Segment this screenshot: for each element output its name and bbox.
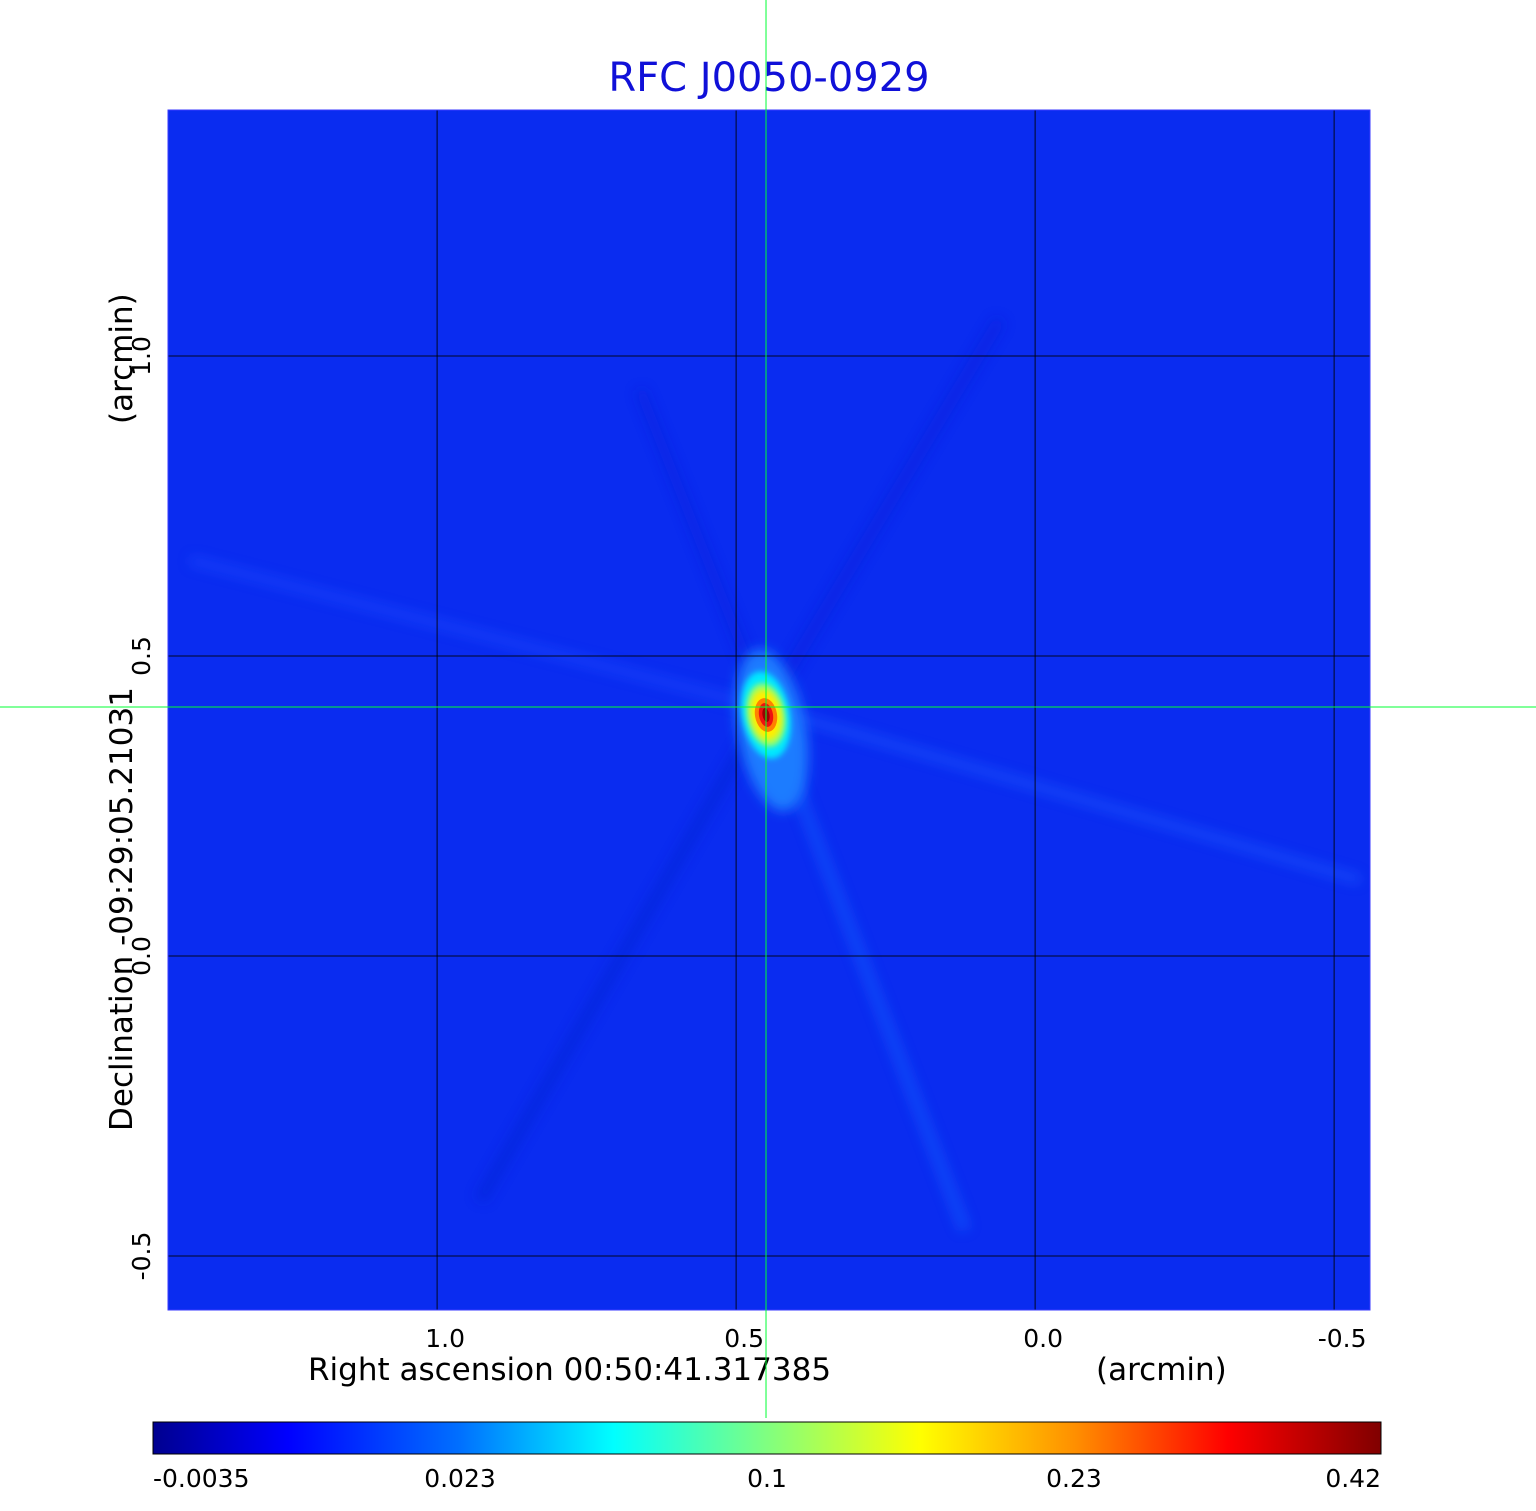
y-tick-label: 0.0 xyxy=(127,936,156,976)
y-axis-label: Declination -09:29:05.21031 xyxy=(104,687,140,1131)
chart-title: RFC J0050-0929 xyxy=(608,55,929,101)
y-gridlines xyxy=(168,355,1370,1257)
y-tick-label: -0.5 xyxy=(127,1232,156,1281)
colorbar-gradient xyxy=(152,1421,1382,1455)
x-tick-label: -0.5 xyxy=(1318,1324,1367,1353)
x-tick-label: 0.5 xyxy=(724,1324,764,1353)
colorbar: -0.0035 0.023 0.1 0.23 0.42 xyxy=(152,1421,1382,1493)
colorbar-tick-label: 0.42 xyxy=(1325,1464,1381,1493)
crosshair xyxy=(0,0,1536,1418)
colorbar-tick-label: 0.1 xyxy=(747,1464,787,1493)
y-tick-labels: -0.5 0.0 0.5 1.0 xyxy=(127,336,156,1280)
x-gridlines xyxy=(436,110,1335,1310)
x-axis-label: Right ascension 00:50:41.317385 xyxy=(308,1352,831,1388)
colorbar-tick-label: 0.023 xyxy=(424,1464,496,1493)
colorbar-tick-labels: -0.0035 0.023 0.1 0.23 0.42 xyxy=(153,1464,1381,1493)
plot-frame xyxy=(167,109,1371,1311)
x-tick-label: 1.0 xyxy=(425,1324,465,1353)
y-axis-unit: (arcmin) xyxy=(104,293,140,424)
colorbar-tick-label: 0.23 xyxy=(1046,1464,1102,1493)
y-tick-label: 1.0 xyxy=(127,336,156,376)
y-tick-label: 0.5 xyxy=(127,636,156,676)
x-tick-label: 0.0 xyxy=(1023,1324,1063,1353)
x-tick-labels: 1.0 0.5 0.0 -0.5 xyxy=(425,1324,1366,1353)
map-plot-area xyxy=(168,110,1370,1310)
x-axis-unit: (arcmin) xyxy=(1096,1352,1227,1388)
colorbar-tick-label: -0.0035 xyxy=(153,1464,250,1493)
